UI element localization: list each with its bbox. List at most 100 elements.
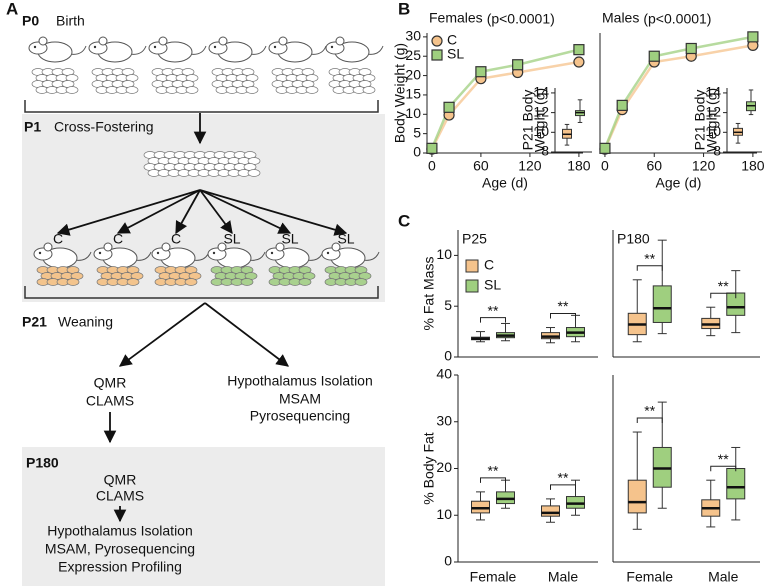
- group-label: C: [53, 231, 63, 247]
- y-axis-label: % Body Fat: [421, 432, 437, 504]
- x-tick-label: 120: [692, 158, 716, 174]
- mouse-ear: [275, 242, 285, 252]
- legend-label: C: [484, 257, 494, 273]
- pup: [245, 86, 259, 94]
- group-label: C: [171, 231, 181, 247]
- mouse-eye: [326, 251, 330, 255]
- arrow: [199, 189, 233, 235]
- stage-band: [22, 447, 385, 586]
- y-axis-label: % Fat Mass: [421, 257, 437, 331]
- stage-text: Birth: [56, 13, 85, 29]
- mouse-eye: [153, 45, 157, 49]
- inset-bg: [725, 84, 764, 152]
- y-tick-label: 10: [436, 246, 452, 262]
- method: Hypothalamus Isolation: [227, 373, 373, 389]
- marker: [443, 101, 455, 113]
- pup: [125, 86, 139, 94]
- x-axis-label: Age (d): [482, 175, 528, 191]
- method: Pyrosequencing: [250, 408, 350, 424]
- mouse-eye: [38, 251, 42, 255]
- pup: [65, 86, 79, 94]
- box: [627, 479, 647, 514]
- mouse-ear: [331, 242, 341, 252]
- mouse-eye: [270, 251, 274, 255]
- mouse-eye: [93, 45, 97, 49]
- stage-label: P21: [22, 314, 47, 330]
- x-tick-label: Female: [626, 569, 673, 585]
- mouse-ear: [161, 242, 171, 252]
- y-tick-label: 10: [405, 105, 421, 121]
- legend-marker: [431, 49, 443, 61]
- stage-text: Cross-Fostering: [54, 119, 154, 135]
- x-tick-label: 180: [741, 158, 765, 174]
- x-tick-label: 60: [473, 158, 489, 174]
- legend-marker: [431, 35, 443, 47]
- significance: **: [718, 278, 729, 294]
- y-tick-label: 8: [541, 143, 549, 159]
- pup: [362, 86, 376, 94]
- marker: [573, 56, 585, 68]
- method: QMR: [94, 375, 127, 391]
- pup: [126, 278, 140, 286]
- method: CLAMS: [96, 488, 144, 504]
- method: MSAM, Pyrosequencing: [45, 541, 195, 557]
- y-tick-label: 14: [705, 84, 721, 100]
- marker: [599, 142, 611, 154]
- marker: [475, 66, 487, 78]
- stage-label: P180: [26, 455, 59, 471]
- arrow: [199, 189, 292, 234]
- y-tick-label: 10: [533, 123, 549, 139]
- significance-bracket: [636, 417, 663, 424]
- mouse-ear: [278, 36, 288, 46]
- panel-label: A: [6, 0, 18, 18]
- x-tick-label: Male: [548, 569, 579, 585]
- method: MSAM: [279, 391, 321, 407]
- significance-bracket: [550, 484, 576, 490]
- method: CLAMS: [86, 393, 134, 409]
- y-tick-label: 30: [405, 28, 421, 44]
- y-axis-label: Weight (g): [532, 88, 548, 152]
- pup: [66, 278, 80, 286]
- y-tick-label: 10: [705, 123, 721, 139]
- significance: **: [644, 403, 655, 419]
- panel-label: B: [398, 0, 410, 18]
- pup: [305, 86, 319, 94]
- mouse-eye: [156, 251, 160, 255]
- y-tick-label: 25: [405, 47, 421, 63]
- y-tick-label: 40: [436, 366, 452, 382]
- bracket: [24, 100, 379, 113]
- legend-label: SL: [484, 277, 501, 293]
- x-tick-label: 180: [567, 158, 591, 174]
- mouse-ear: [335, 36, 345, 46]
- mouse-eye: [213, 45, 217, 49]
- group-label: SL: [281, 231, 298, 247]
- mouse-ear: [103, 242, 113, 252]
- arrow: [175, 189, 201, 235]
- box: [541, 505, 560, 517]
- pup: [298, 278, 312, 286]
- significance: **: [488, 463, 499, 479]
- marker: [616, 99, 628, 111]
- group-label: SL: [337, 231, 354, 247]
- pup: [354, 278, 368, 286]
- significance-bracket: [480, 317, 506, 323]
- panel-label: C: [398, 211, 410, 230]
- x-axis-label: Age (d): [656, 175, 702, 191]
- y-axis-label: Weight (g): [704, 88, 720, 152]
- y-tick-label: 15: [405, 86, 421, 102]
- x-tick-label: 60: [646, 158, 662, 174]
- y-tick-label: 14: [533, 84, 549, 100]
- chart-title: P180: [617, 231, 650, 247]
- pup: [185, 86, 199, 94]
- mouse-eye: [330, 45, 334, 49]
- y-tick-label: 20: [436, 459, 452, 475]
- significance: **: [718, 451, 729, 467]
- mouse-eye: [273, 45, 277, 49]
- marker: [426, 142, 438, 154]
- legend-label: SL: [447, 46, 464, 62]
- legend-marker: [465, 259, 479, 273]
- x-tick-label: Female: [470, 569, 517, 585]
- arrow: [204, 302, 290, 367]
- y-tick-label: 5: [444, 297, 452, 313]
